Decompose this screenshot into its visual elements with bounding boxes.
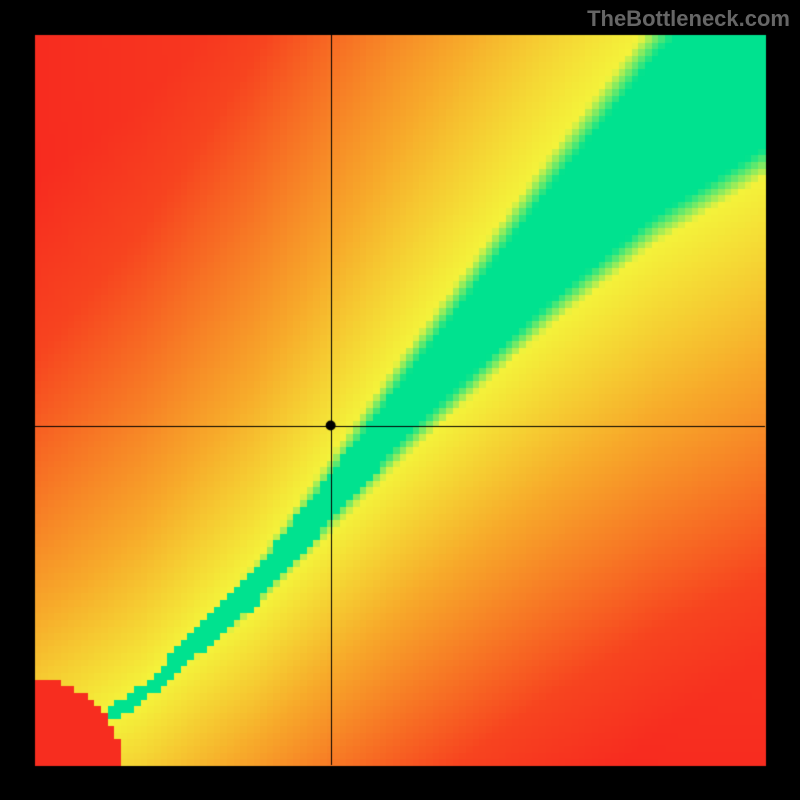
heatmap-canvas xyxy=(0,0,800,800)
watermark-text: TheBottleneck.com xyxy=(587,6,790,32)
chart-container: TheBottleneck.com xyxy=(0,0,800,800)
